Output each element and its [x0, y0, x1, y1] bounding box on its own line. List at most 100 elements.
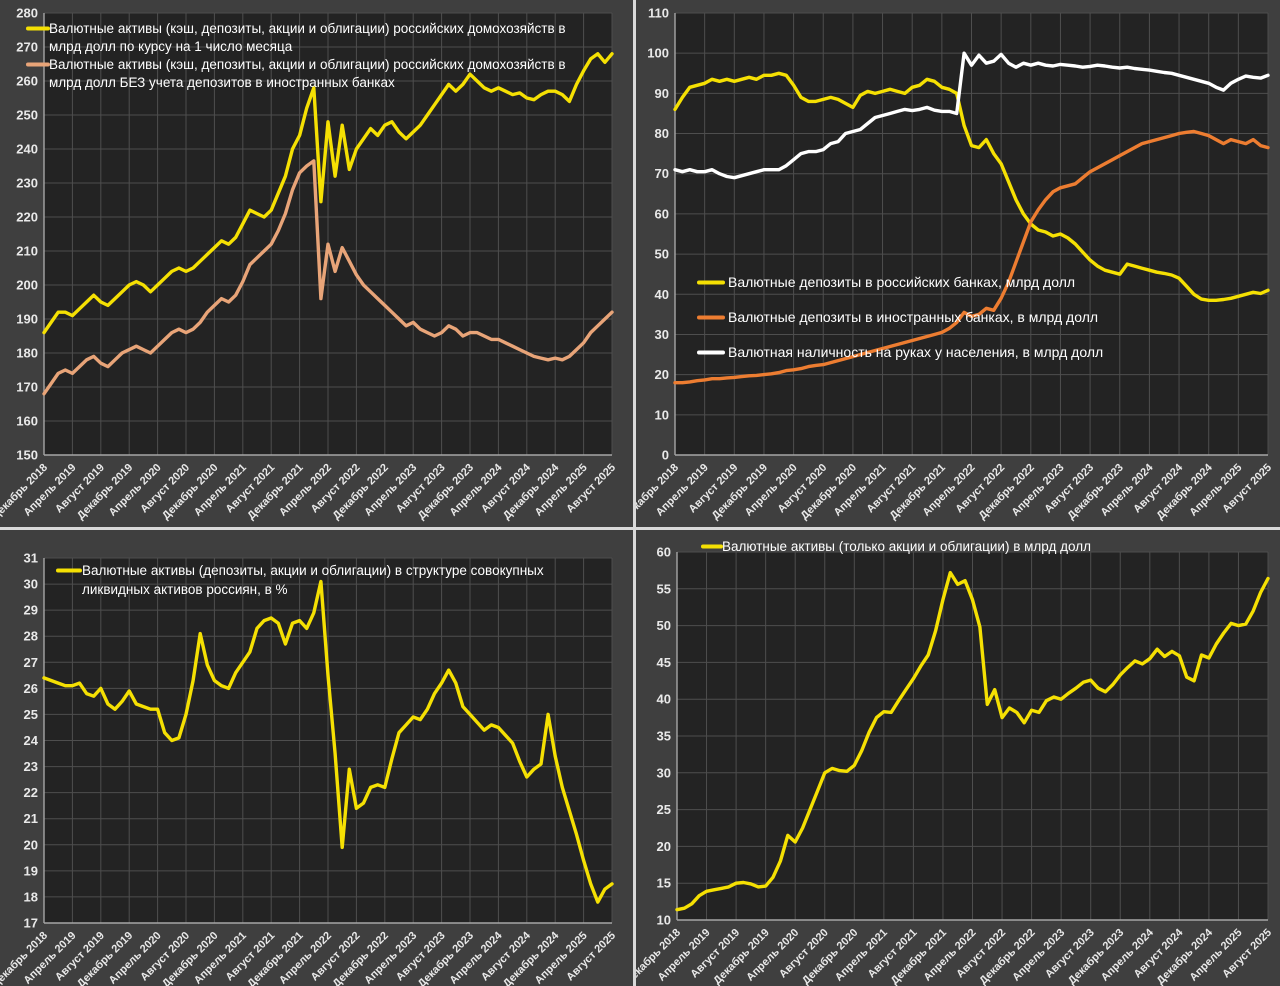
y-tick-label: 240 [16, 142, 38, 157]
y-tick-label: 60 [657, 545, 671, 560]
y-tick-label: 23 [24, 759, 38, 774]
y-tick-label: 50 [657, 618, 671, 633]
legend-label: Валютные активы (только акции и облигаци… [722, 539, 1091, 554]
y-tick-label: 30 [657, 765, 671, 780]
legend-entry: Валютные активы (депозиты, акции и облиг… [56, 563, 544, 597]
y-tick-label: 80 [655, 126, 669, 141]
y-tick-label: 30 [655, 327, 669, 342]
y-tick-label: 25 [24, 707, 38, 722]
y-tick-label: 45 [657, 655, 671, 670]
y-tick-label: 20 [24, 837, 38, 852]
chart-legend: Валютные активы (кэш, депозиты, акции и … [26, 21, 566, 90]
y-tick-label: 15 [657, 876, 671, 891]
y-tick-label: 10 [657, 913, 671, 928]
chart-panel-total-assets: 280 270 260 250 240 230 220 210 200 190 180 170 160 1… [0, 0, 633, 527]
y-tick-label: 90 [655, 86, 669, 101]
chart-legend: Валютные активы (только акции и облигаци… [701, 539, 1091, 554]
y-axis-labels: 60 55 50 45 40 35 30 25 20 15 10 [657, 545, 671, 928]
legend-label: Валютные активы (депозиты, акции и облиг… [82, 563, 544, 597]
y-tick-label: 160 [16, 414, 38, 429]
y-tick-label: 50 [655, 247, 669, 262]
y-tick-label: 210 [16, 244, 38, 259]
y-tick-label: 180 [16, 346, 38, 361]
legend-label: Валютные депозиты в иностранных банках, … [728, 309, 1098, 325]
y-tick-label: 230 [16, 176, 38, 191]
y-tick-label: 29 [24, 603, 38, 618]
y-tick-label: 250 [16, 108, 38, 123]
legend-label: Валютные активы (кэш, депозиты, акции и … [49, 21, 566, 54]
y-tick-label: 40 [655, 287, 669, 302]
series-line-0 [673, 71, 1270, 302]
y-tick-label: 28 [24, 629, 38, 644]
y-tick-label: 19 [24, 863, 38, 878]
y-tick-label: 60 [655, 206, 669, 221]
series-line-0 [675, 570, 1270, 912]
chart-panel-deposits-cash: 110 100 90 80 70 60 50 40 30 20 10 0 Декабрь 2018 Апр… [636, 0, 1280, 527]
y-tick-label: 170 [16, 380, 38, 395]
y-tick-label: 20 [657, 839, 671, 854]
legend-entry: Валютные активы (кэш, депозиты, акции и … [26, 21, 566, 54]
chart-legend: Валютные депозиты в российских банках, м… [697, 274, 1103, 360]
y-tick-label: 260 [16, 74, 38, 89]
series-line-1 [42, 159, 614, 396]
y-tick-label: 31 [24, 551, 38, 566]
gridlines [674, 12, 1269, 456]
legend-entry: Валютные активы (только акции и облигаци… [701, 539, 1091, 554]
chart-panel-share-liquid-assets: 31 30 29 28 27 26 25 24 23 22 21 20 19 18 17 Декабрь 20… [0, 530, 633, 986]
legend-entry: Валютная наличность на руках у населения… [697, 344, 1103, 360]
legend-entry: Валютные депозиты в российских банках, м… [697, 274, 1075, 290]
y-tick-label: 200 [16, 278, 38, 293]
legend-label: Валютные депозиты в российских банках, м… [728, 274, 1075, 290]
legend-label: Валютные активы (кэш, депозиты, акции и … [49, 57, 566, 90]
y-tick-label: 280 [16, 6, 38, 21]
total-fx-assets-chart: 280 270 260 250 240 230 220 210 200 190 180 170 160 1… [0, 6, 618, 523]
chart-legend: Валютные активы (депозиты, акции и облиг… [56, 563, 544, 597]
series-line-0 [42, 52, 614, 335]
legend-entry: Валютные депозиты в иностранных банках, … [697, 309, 1098, 325]
y-tick-label: 22 [24, 785, 38, 800]
axis-lines [676, 552, 1268, 921]
chart-panel-stocks-bonds: 60 55 50 45 40 35 30 25 20 15 10 Декабрь 2018 Апрель… [636, 530, 1280, 986]
y-tick-label: 30 [24, 577, 38, 592]
axis-lines [43, 13, 612, 456]
series-line-2 [673, 129, 1270, 385]
y-axis-labels: 280 270 260 250 240 230 220 210 200 190 180 170 160 1… [16, 6, 38, 463]
y-tick-label: 220 [16, 210, 38, 225]
legend-label: Валютная наличность на руках у населения… [728, 344, 1103, 360]
y-tick-label: 270 [16, 40, 38, 55]
y-tick-label: 17 [24, 916, 38, 931]
gridlines [676, 551, 1269, 921]
y-tick-label: 40 [657, 692, 671, 707]
series-line-1 [673, 51, 1270, 180]
y-tick-label: 110 [648, 6, 669, 21]
y-tick-label: 18 [24, 889, 38, 904]
y-tick-label: 21 [24, 811, 38, 826]
y-tick-label: 24 [24, 733, 39, 748]
gridlines [43, 557, 613, 924]
y-tick-label: 25 [657, 802, 671, 817]
y-tick-label: 35 [657, 729, 671, 744]
y-tick-label: 20 [655, 367, 669, 382]
y-tick-label: 70 [655, 166, 669, 181]
y-tick-label: 190 [16, 312, 38, 327]
y-tick-label: 10 [655, 407, 669, 422]
y-tick-label: 27 [24, 655, 38, 670]
legend-entry: Валютные активы (кэш, депозиты, акции и … [26, 57, 566, 90]
y-axis-labels: 31 30 29 28 27 26 25 24 23 22 21 20 19 18 17 [24, 551, 39, 931]
axis-lines [43, 558, 612, 924]
y-tick-label: 26 [24, 681, 38, 696]
y-tick-label: 0 [662, 448, 669, 463]
y-tick-label: 150 [16, 448, 38, 463]
y-tick-label: 100 [647, 46, 669, 61]
series-line-0 [42, 579, 614, 904]
y-tick-label: 55 [657, 581, 671, 596]
